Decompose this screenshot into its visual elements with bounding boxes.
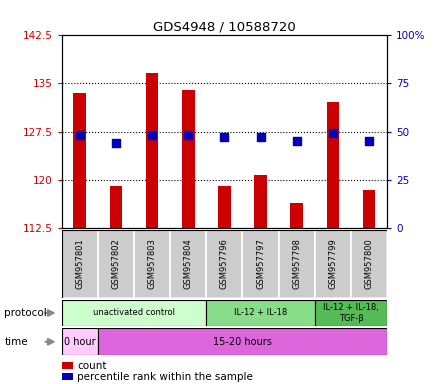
Text: count: count — [77, 361, 106, 371]
Text: GSM957802: GSM957802 — [111, 238, 121, 290]
Bar — [170, 230, 206, 298]
Text: protocol: protocol — [4, 308, 47, 318]
Bar — [315, 230, 351, 298]
Bar — [110, 187, 122, 228]
Text: unactivated control: unactivated control — [93, 308, 175, 318]
Text: time: time — [4, 337, 28, 347]
Text: GSM957799: GSM957799 — [328, 238, 337, 290]
Point — [185, 132, 192, 139]
Text: GSM957801: GSM957801 — [75, 238, 84, 290]
Text: GSM957804: GSM957804 — [184, 238, 193, 290]
Bar — [206, 230, 242, 298]
Bar — [206, 300, 315, 326]
Bar — [62, 300, 206, 326]
Text: IL-12 + IL-18,
TGF-β: IL-12 + IL-18, TGF-β — [323, 303, 379, 323]
Point — [149, 132, 156, 139]
Bar — [182, 89, 194, 228]
Point — [76, 132, 83, 139]
Text: percentile rank within the sample: percentile rank within the sample — [77, 372, 253, 382]
Bar — [315, 300, 387, 326]
Point — [330, 131, 337, 137]
Bar — [279, 230, 315, 298]
Point — [257, 134, 264, 141]
Point — [293, 138, 300, 144]
Bar — [62, 230, 98, 298]
Bar — [98, 230, 134, 298]
Text: GSM957798: GSM957798 — [292, 238, 301, 290]
Bar — [326, 103, 339, 228]
Bar — [98, 328, 387, 355]
Text: GSM957803: GSM957803 — [147, 238, 157, 290]
Point — [221, 134, 228, 141]
Bar — [242, 230, 279, 298]
Title: GDS4948 / 10588720: GDS4948 / 10588720 — [153, 20, 296, 33]
Bar — [218, 187, 231, 228]
Bar — [351, 230, 387, 298]
Bar — [363, 190, 375, 228]
Bar — [62, 328, 98, 355]
Bar — [290, 203, 303, 228]
Bar — [134, 230, 170, 298]
Text: GSM957796: GSM957796 — [220, 238, 229, 290]
Bar — [254, 175, 267, 228]
Text: 15-20 hours: 15-20 hours — [213, 337, 272, 347]
Text: GSM957800: GSM957800 — [365, 238, 374, 290]
Text: GSM957797: GSM957797 — [256, 238, 265, 290]
Text: IL-12 + IL-18: IL-12 + IL-18 — [234, 308, 287, 318]
Text: 0 hour: 0 hour — [64, 337, 95, 347]
Point — [366, 138, 373, 144]
Bar — [146, 73, 158, 228]
Bar — [73, 93, 86, 228]
Point — [112, 140, 119, 146]
